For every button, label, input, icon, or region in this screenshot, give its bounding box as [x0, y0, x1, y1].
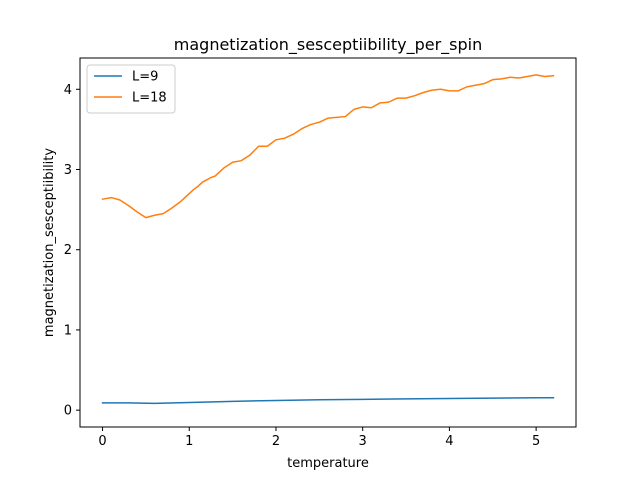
legend: L=9 L=18: [86, 64, 176, 114]
chart-title: magnetization_sesceptiibility_per_spin: [174, 35, 482, 55]
series-line-l9: [101, 396, 555, 405]
x-axis-label: temperature: [287, 456, 369, 471]
plot-area: [79, 57, 577, 428]
y-tick-label: 1: [64, 323, 72, 338]
series-line-l18: [101, 74, 555, 219]
x-axis: 0 1 2 3 4 5: [98, 427, 540, 449]
x-tick-label: 5: [532, 434, 540, 449]
y-tick-label: 0: [64, 404, 72, 419]
y-tick-label: 4: [64, 83, 72, 98]
axes-frame: [79, 57, 577, 428]
legend-label-l18: L=18: [132, 91, 167, 106]
x-tick-label: 3: [359, 434, 367, 449]
y-tick-label: 3: [64, 163, 72, 178]
x-tick-label: 1: [185, 434, 193, 449]
x-tick-label: 4: [445, 434, 453, 449]
x-tick-label: 0: [98, 434, 106, 449]
y-axis-label: magnetization_sesceptiibility: [42, 148, 57, 337]
y-tick-label: 2: [64, 243, 72, 258]
lines-layer: [101, 74, 555, 405]
x-tick-label: 2: [272, 434, 280, 449]
legend-box: [86, 64, 176, 114]
y-axis: 0 1 2 3 4: [64, 83, 80, 419]
legend-label-l9: L=9: [132, 70, 158, 85]
